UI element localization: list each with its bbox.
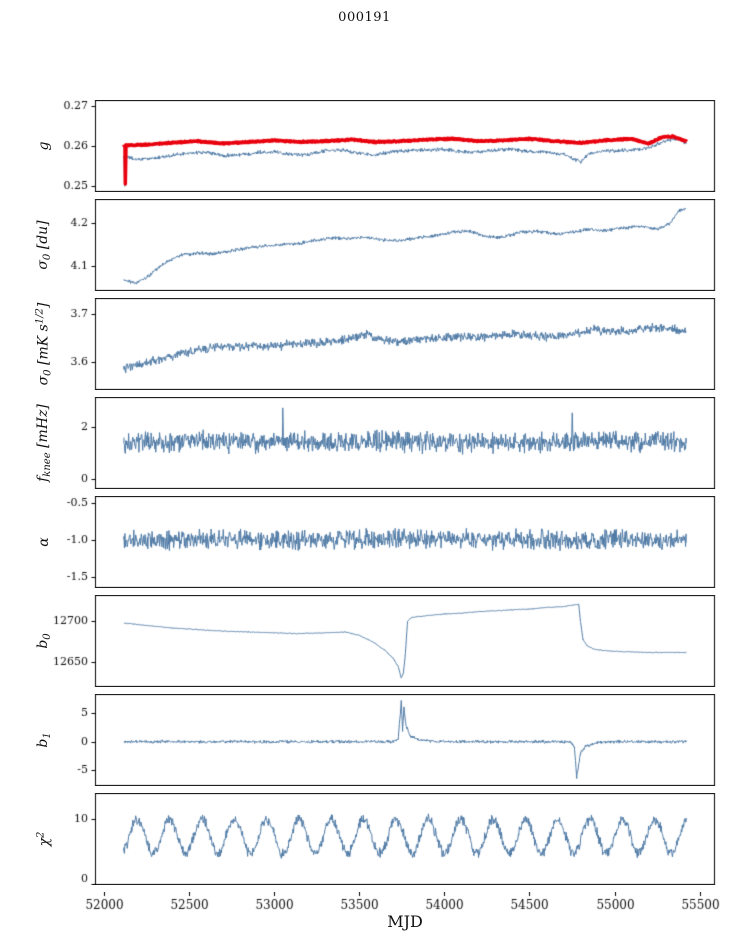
panel-b1: b1: [0, 694, 729, 786]
x-axis-title: MJD: [387, 912, 423, 931]
y-axis-label-b0: b0: [35, 633, 53, 649]
panel-sigma0-mk: σ0 [mK s1/2]: [0, 298, 729, 390]
x-axis-ticks: [0, 892, 729, 918]
y-axis-label-b1: b1: [35, 732, 53, 748]
panel-sigma0-du: σ0 [du]: [0, 199, 729, 291]
panel-chi2: χ2: [0, 793, 729, 885]
plot-canvas-b0: [0, 595, 729, 687]
y-axis-label-chi2: χ2: [35, 831, 53, 847]
figure-panels: g σ0 [du] σ0 [mK s1/2] fknee [mHz] α b0 b1 χ2: [0, 100, 729, 918]
y-axis-label-fknee: fknee [mHz]: [35, 404, 53, 482]
plot-canvas-fknee: [0, 397, 729, 489]
plot-canvas-chi2: [0, 793, 729, 885]
plot-canvas-alpha: [0, 496, 729, 588]
plot-canvas-g: [0, 100, 729, 192]
y-axis-label-alpha: α: [36, 537, 52, 547]
panel-b0: b0: [0, 595, 729, 687]
figure-title: 000191: [338, 10, 391, 25]
panel-g: g: [0, 100, 729, 192]
y-axis-label-sigma0-du: σ0 [du]: [35, 220, 53, 270]
plot-canvas-sigma0-mk: [0, 298, 729, 390]
y-axis-label-sigma0-mk: σ0 [mK s1/2]: [34, 302, 54, 386]
plot-canvas-b1: [0, 694, 729, 786]
panel-alpha: α: [0, 496, 729, 588]
panel-fknee: fknee [mHz]: [0, 397, 729, 489]
plot-canvas-sigma0-du: [0, 199, 729, 291]
y-axis-label-g: g: [36, 141, 52, 151]
